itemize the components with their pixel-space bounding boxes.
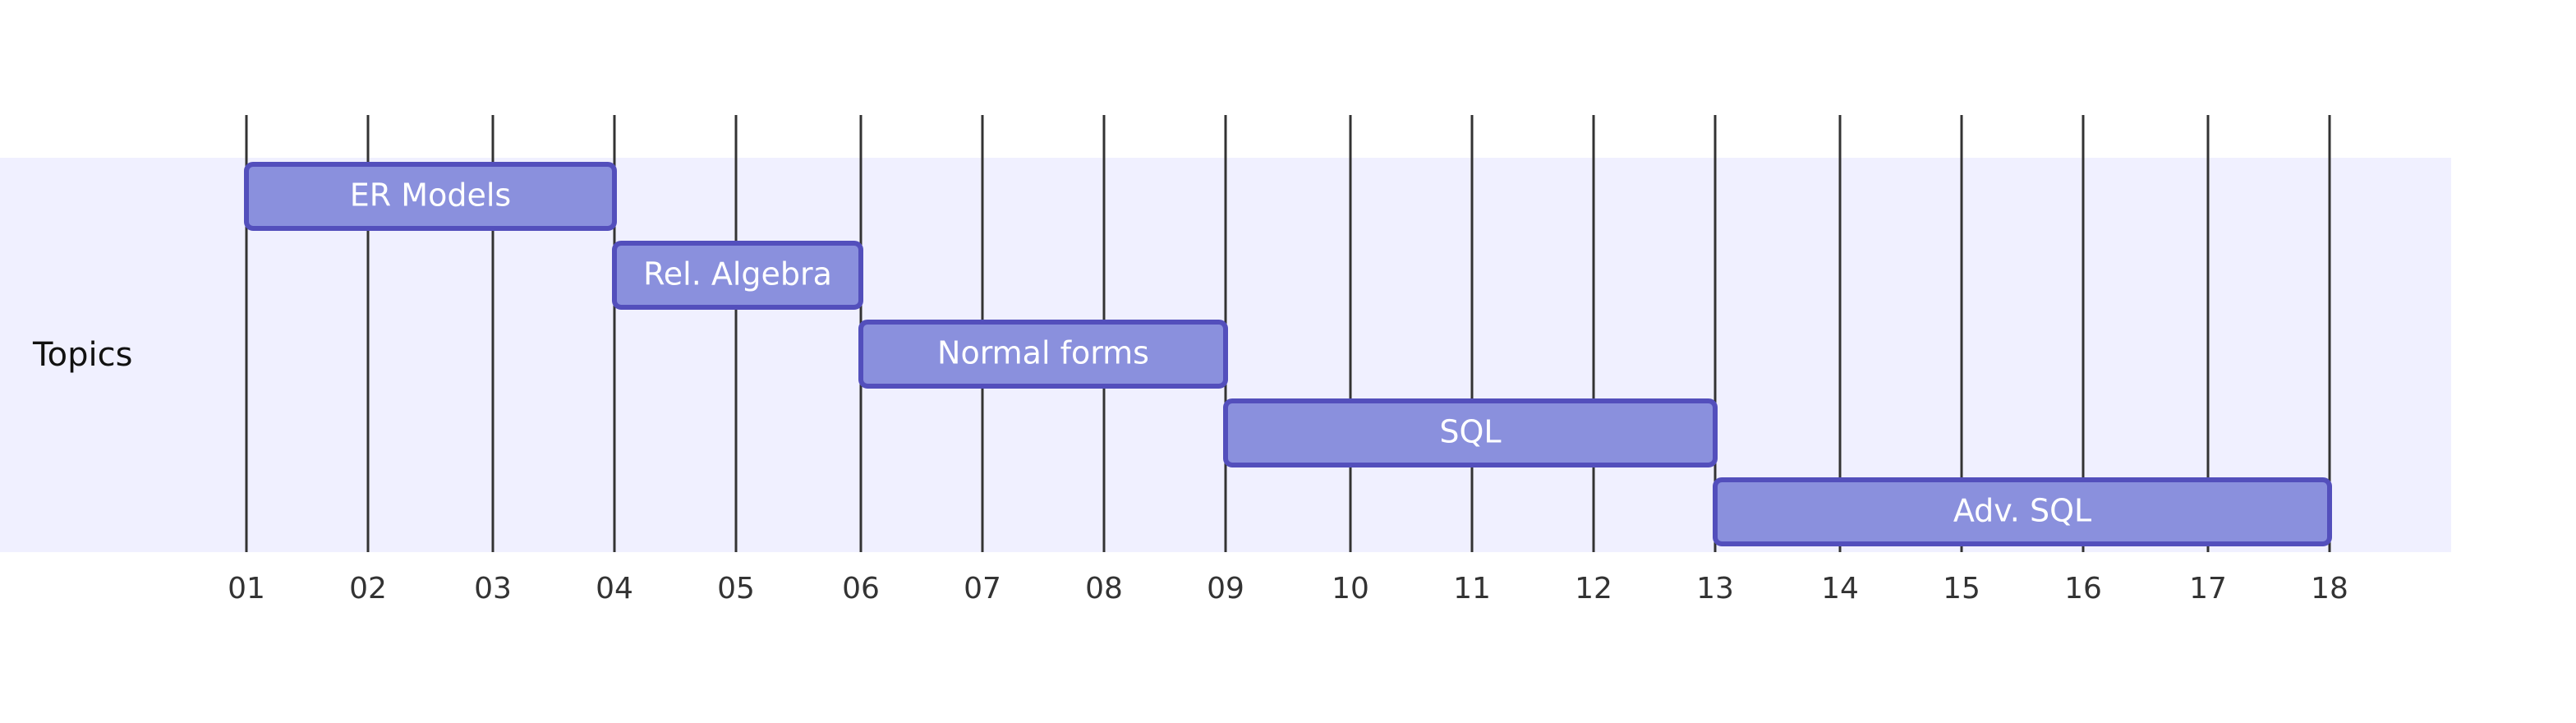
x-tick-label: 04 <box>596 572 633 606</box>
x-tick-label: 07 <box>964 572 1001 606</box>
section-label: Topics <box>32 336 132 374</box>
x-tick-label: 11 <box>1453 572 1491 606</box>
x-tick-label: 01 <box>228 572 265 606</box>
x-tick-label: 06 <box>842 572 880 606</box>
task-label: Rel. Algebra <box>643 256 832 292</box>
x-tick-label: 13 <box>1696 572 1734 606</box>
task-label: ER Models <box>350 177 511 214</box>
x-tick-label: 14 <box>1821 572 1859 606</box>
task-bar <box>1713 477 2332 546</box>
x-tick-label: 17 <box>2189 572 2227 606</box>
x-tick-label: 09 <box>1207 572 1244 606</box>
task-bar <box>858 320 1228 389</box>
x-tick-label: 16 <box>2064 572 2102 606</box>
task-bar <box>612 241 863 310</box>
task-label: SQL <box>1439 414 1501 450</box>
task-label: Adv. SQL <box>1953 493 2091 529</box>
x-tick-label: 03 <box>474 572 512 606</box>
x-tick-label: 18 <box>2311 572 2348 606</box>
x-tick-label: 15 <box>1943 572 1980 606</box>
task-label: Normal forms <box>937 335 1149 371</box>
x-tick-label: 10 <box>1332 572 1369 606</box>
task-bar <box>244 162 617 231</box>
x-tick-label: 02 <box>349 572 387 606</box>
x-tick-label: 08 <box>1085 572 1123 606</box>
task-bar <box>1223 398 1718 467</box>
x-tick-label: 05 <box>717 572 755 606</box>
x-tick-label: 12 <box>1575 572 1612 606</box>
